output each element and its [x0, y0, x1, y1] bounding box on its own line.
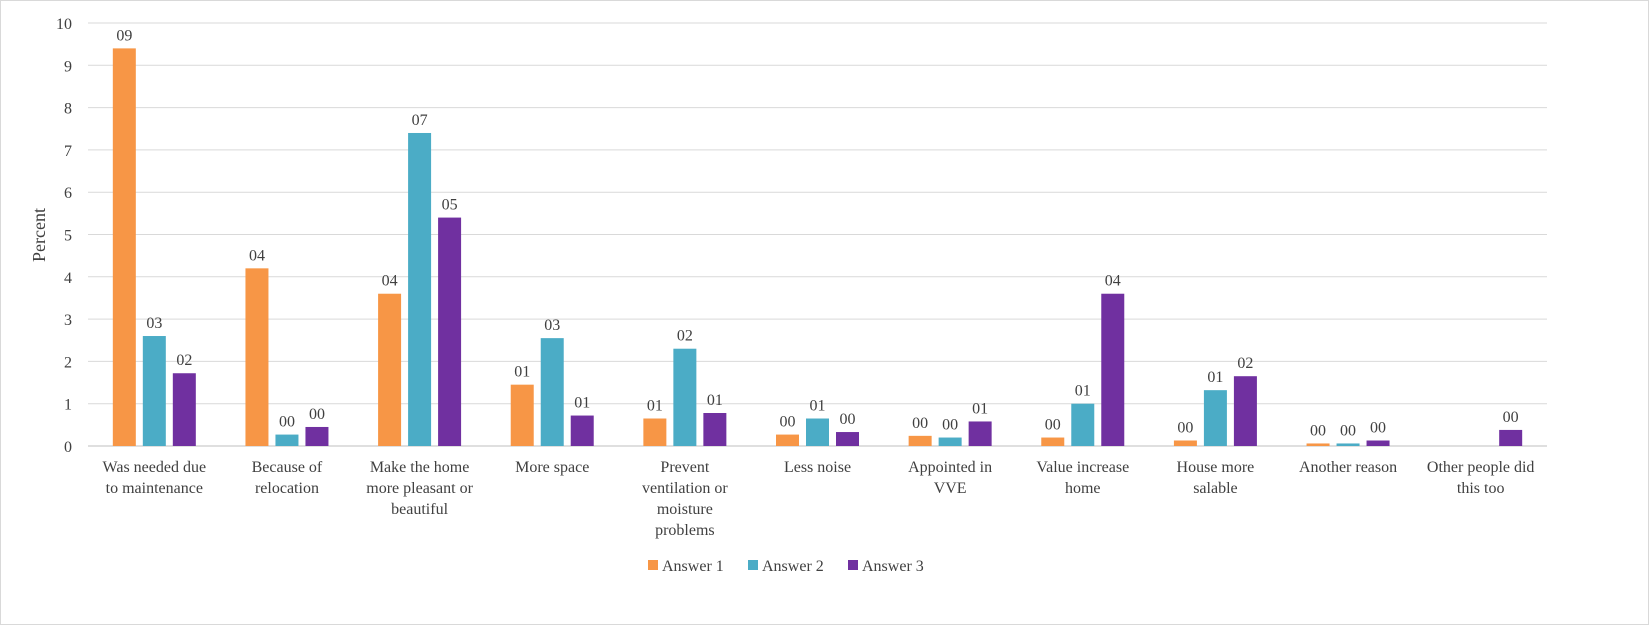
data-label: 00 [780, 414, 796, 431]
bar [305, 426, 329, 446]
data-label: 00 [1310, 422, 1326, 439]
x-axis-categories: Was needed due to maintenance Because of re… [103, 459, 1535, 539]
data-label: 00 [309, 406, 325, 423]
bar [1101, 293, 1125, 446]
category-label: Less noise [784, 459, 851, 476]
y-tick-label: 3 [64, 312, 72, 329]
legend: Answer 1 Answer 2 Answer 3 [648, 558, 924, 575]
data-label: 01 [514, 364, 530, 381]
y-tick-label: 8 [64, 101, 72, 118]
y-tick-label: 6 [64, 185, 72, 202]
data-label: 00 [942, 417, 958, 434]
bar [1173, 440, 1197, 446]
category-label: Make the home more pleasant or beautiful [366, 459, 473, 518]
category-label: Was needed due to maintenance [103, 459, 207, 497]
bar [438, 217, 462, 446]
category-label: Prevent ventilation or moisture problems [642, 459, 728, 539]
data-label: 01 [972, 400, 988, 417]
data-label: 00 [1177, 420, 1193, 437]
category-label: Appointed in VVE [908, 459, 992, 497]
data-label: 03 [544, 317, 560, 334]
data-label: 00 [840, 411, 856, 428]
bar [1499, 429, 1523, 446]
bar [378, 293, 402, 446]
category-label: More space [515, 459, 589, 476]
bar [1306, 443, 1330, 446]
bar [1366, 440, 1390, 446]
y-tick-label: 0 [64, 439, 72, 456]
bar [1233, 376, 1257, 446]
category-label: Other people did this too [1427, 459, 1535, 497]
data-label: 00 [1370, 420, 1386, 437]
data-label: 02 [677, 328, 693, 345]
data-label: 00 [279, 414, 295, 431]
data-label: 00 [1503, 409, 1519, 426]
data-labels: 09 04 04 01 01 00 00 00 00 00 03 00 07 03 02 01 00 01 01 00… [116, 27, 1518, 439]
data-label: 00 [1340, 422, 1356, 439]
legend-label: Answer 2 [762, 558, 824, 575]
data-label: 07 [412, 112, 428, 129]
bar [245, 268, 269, 446]
data-label: 02 [176, 352, 192, 369]
y-tick-label: 9 [64, 58, 72, 75]
legend-label: Answer 3 [862, 558, 924, 575]
bar [570, 415, 594, 446]
category-label: Another reason [1299, 459, 1397, 476]
data-label: 04 [382, 273, 398, 290]
bar [1041, 437, 1065, 446]
y-axis-ticks: 0 1 2 3 4 5 6 7 8 9 10 [56, 16, 72, 456]
bar [673, 348, 697, 446]
bar [1203, 390, 1227, 446]
bar [643, 418, 667, 446]
legend-swatch [648, 560, 658, 570]
data-label: 01 [574, 395, 590, 412]
y-tick-label: 4 [64, 270, 72, 287]
bar [908, 435, 932, 446]
bar [112, 48, 136, 446]
y-axis-title: Percent [29, 208, 49, 262]
data-label: 03 [146, 315, 162, 332]
bar [703, 413, 727, 446]
bar [142, 336, 166, 446]
gridlines [88, 22, 1547, 447]
y-tick-label: 10 [56, 16, 72, 33]
bar [776, 434, 799, 446]
data-label: 01 [1207, 369, 1223, 386]
legend-swatch [748, 560, 758, 570]
bar [938, 437, 962, 446]
bar [836, 432, 859, 446]
y-tick-label: 7 [64, 143, 72, 160]
bar [806, 418, 829, 446]
legend-label: Answer 1 [662, 558, 724, 575]
category-label: Because of relocation [252, 459, 323, 497]
bar [408, 132, 432, 447]
category-label: Value increase home [1036, 459, 1129, 497]
bar [540, 338, 564, 446]
data-label: 01 [1075, 383, 1091, 400]
category-label: House more salable [1177, 459, 1255, 497]
bar [510, 384, 534, 446]
data-label: 09 [116, 27, 132, 44]
data-label: 00 [912, 415, 928, 432]
data-label: 02 [1237, 355, 1253, 372]
data-label: 05 [442, 197, 458, 214]
bar [1071, 403, 1095, 446]
legend-swatch [848, 560, 858, 570]
data-label: 04 [1105, 273, 1121, 290]
data-label: 04 [249, 247, 265, 264]
data-label: 00 [1045, 417, 1061, 434]
data-label: 01 [647, 398, 663, 415]
data-label: 01 [810, 398, 826, 415]
bar [968, 421, 992, 446]
y-tick-label: 2 [64, 354, 72, 371]
bar [1336, 443, 1360, 446]
y-tick-label: 5 [64, 228, 72, 245]
bar [172, 373, 196, 446]
y-tick-label: 1 [64, 397, 72, 414]
bars [112, 48, 1523, 447]
bar [275, 434, 299, 446]
data-label: 01 [707, 392, 723, 409]
